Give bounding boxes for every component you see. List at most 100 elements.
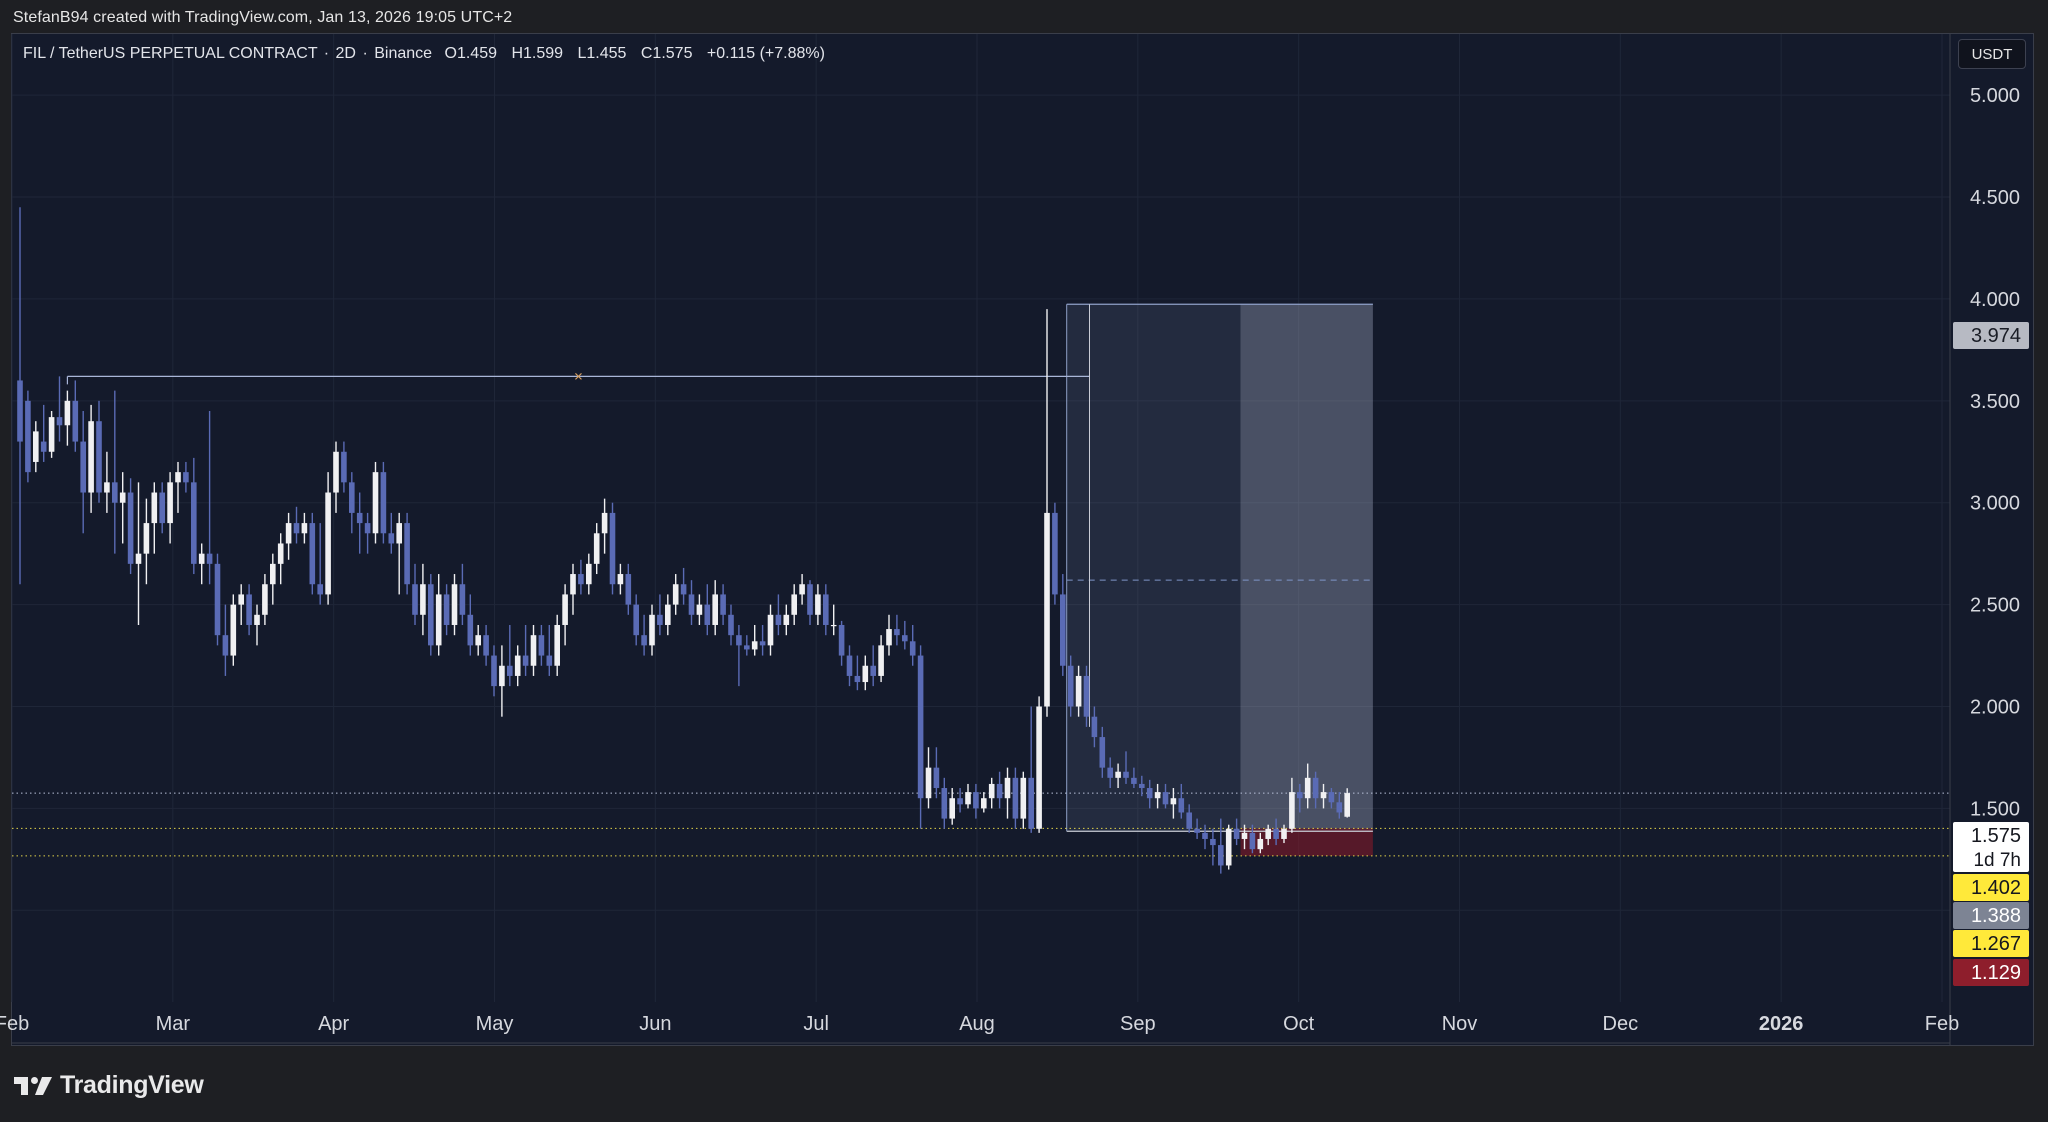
candle-body [538,635,545,656]
candle [917,645,924,829]
legend-exchange: Binance [374,45,433,62]
candle-body [1210,838,1216,846]
candle-body [941,788,948,819]
candle [1265,824,1271,846]
candle-body [135,553,142,564]
candle-body [1020,777,1027,819]
candle [88,404,94,513]
legend-symbol[interactable]: FIL / TetherUS PERPETUAL CONTRACT [23,45,318,62]
candle [17,207,23,585]
candle-body [48,417,55,452]
time-tick-label: May [476,1013,514,1035]
candle [175,461,181,513]
candle-body [1139,783,1145,789]
candle [112,390,118,554]
candle [649,604,655,656]
candle [1249,824,1256,854]
candle [941,777,948,829]
candle [767,604,774,656]
candle-body [112,482,118,503]
candle [1099,726,1106,778]
candle [586,553,592,595]
candle-body [435,594,442,646]
long-position-target-zone [1066,304,1373,832]
candle-body [277,543,284,564]
candle [1067,655,1074,717]
legend-low: L1.455 [577,45,627,62]
candle-body [1162,792,1169,805]
candle [40,404,47,462]
time-tick-label: Aug [959,1013,995,1035]
candle [1178,783,1185,819]
price-label-box [1953,959,2029,986]
candle [1194,818,1200,839]
candle-body [791,594,797,615]
candle [467,594,474,656]
candle-body [238,594,244,605]
candle-body [720,594,726,615]
candle [206,411,213,585]
candle-body [862,665,869,683]
candle [609,502,616,595]
chart-pane[interactable] [11,33,2034,1046]
candle-body [870,665,876,676]
candle-body [1052,512,1058,595]
time-tick-label: Nov [1442,1013,1478,1035]
candle [712,580,718,636]
candle-body [1123,771,1129,778]
candle-body [56,417,63,426]
candle-body [1060,594,1066,666]
candle-body [1344,793,1350,817]
candle [301,512,308,544]
currency-button[interactable]: USDT [1958,39,2026,69]
symbol-legend[interactable]: FIL / TetherUS PERPETUAL CONTRACT · 2D ·… [23,45,835,63]
candle-body [933,767,940,789]
candle-body [514,655,521,676]
candle-body [641,635,647,646]
candle [507,624,513,687]
candle [578,559,584,595]
legend-interval[interactable]: 2D [335,45,356,62]
candle [1233,818,1240,846]
candle [538,624,545,666]
candle [1202,824,1208,850]
candle [783,604,790,636]
candle-body [467,614,474,646]
candle [1154,783,1161,809]
candle [909,624,916,666]
candle-body [412,584,418,615]
legend-change: +0.115 (+7.88%) [706,45,825,62]
candle-body [823,594,829,625]
candle [222,604,229,676]
candle [135,482,142,625]
legend-ohlc: O1.459 H1.599 L1.455 C1.575 +0.115 (+7.8… [445,45,835,62]
candle [838,620,845,666]
candle [349,472,355,534]
candle-body [1304,777,1311,799]
candle-body [949,798,955,819]
price-tick-label: 2.500 [1970,595,2020,617]
candle [1004,767,1011,819]
candle [1257,832,1264,854]
candle-body [965,792,971,805]
candle-body [973,792,979,809]
candle-body [846,655,853,676]
candle [104,451,110,513]
candle-body [854,675,861,683]
candle-body [728,614,734,636]
candle [285,512,292,560]
price-label-countdown: 1d 7h [1973,850,2021,871]
candle [823,584,829,636]
candle [1036,696,1042,833]
candle [127,478,134,575]
tradingview-logo[interactable]: TradingView [14,1071,204,1100]
candle-body [183,472,189,483]
candle-body [1297,792,1303,799]
candle-body [285,523,292,544]
price-labels: 3.974 1.575 1d 7h 1.402 1.388 1.267 1.129 [1953,322,2029,986]
candle [198,543,205,585]
candle [672,574,679,615]
price-tick-label: 3.500 [1970,391,2020,413]
candle [601,498,608,554]
